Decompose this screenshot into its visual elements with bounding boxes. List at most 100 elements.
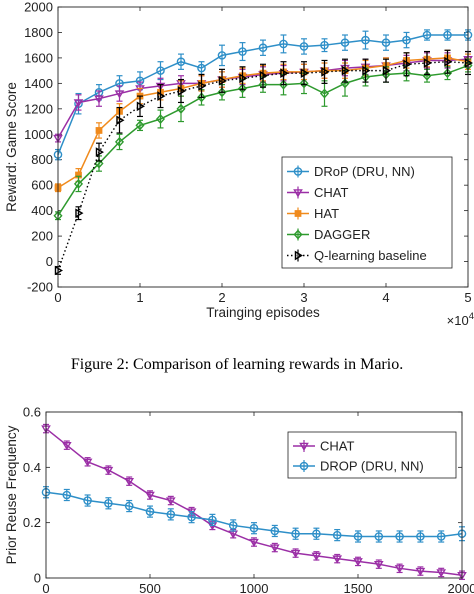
data-point [423, 58, 432, 68]
x-multiplier-exponent: 4 [469, 311, 474, 322]
legend-item-q-learning-baseline: Q-learning baseline [287, 248, 427, 263]
data-point [176, 103, 186, 114]
data-point [300, 68, 309, 79]
x-tick-label: 2000 [448, 581, 474, 594]
data-point [443, 30, 452, 40]
data-point [278, 79, 289, 90]
data-point [312, 529, 321, 539]
y-tick-label: 1400 [24, 76, 53, 91]
data-point [208, 515, 217, 525]
x-tick-label: 0 [42, 581, 49, 594]
data-point [116, 115, 125, 126]
data-point [94, 158, 104, 169]
x-tick-label: 1500 [344, 581, 373, 594]
data-point [249, 523, 259, 533]
data-point [145, 491, 155, 500]
data-point [403, 59, 412, 70]
data-point [155, 113, 166, 125]
y-tick-label: 0.6 [23, 405, 41, 420]
y-axis-label: Prior Reuse Frequency [4, 425, 19, 564]
data-point [155, 82, 166, 91]
data-point [464, 58, 473, 68]
data-point [394, 565, 405, 574]
legend-marker [294, 250, 303, 261]
data-point [61, 441, 72, 451]
data-point [104, 498, 113, 508]
legend: CHAT DROP (DRU, NN) [287, 431, 457, 479]
data-point [381, 38, 391, 47]
data-point [157, 91, 166, 101]
legend-label: HAT [314, 206, 339, 221]
y-tick-label: 2000 [24, 0, 53, 15]
data-point [103, 466, 114, 476]
data-point [444, 56, 453, 67]
data-point [73, 99, 84, 108]
figure-caption: Figure 2: Comparison of learning rewards… [70, 356, 404, 373]
data-point [291, 529, 300, 539]
y-tick-label: -200 [27, 280, 53, 295]
data-point [177, 86, 186, 96]
data-point [124, 501, 134, 511]
data-point [320, 40, 329, 50]
data-point [237, 83, 248, 94]
data-point [258, 43, 268, 53]
legend-item-chat: CHAT [293, 439, 354, 454]
legend: DRoP (DRU, NN) CHAT HAT DAGGER Q-learning ba… [281, 156, 453, 269]
data-point [402, 35, 411, 45]
data-point [319, 88, 330, 99]
data-point [395, 532, 404, 541]
data-point [135, 120, 145, 131]
data-point [228, 521, 238, 530]
legend-box [281, 156, 453, 269]
data-point [341, 65, 350, 76]
data-point [83, 496, 92, 505]
data-point [75, 208, 84, 219]
x-axis-label: Trainging episodes [206, 305, 320, 320]
legend-item-hat: HAT [287, 206, 339, 221]
x-tick-label: 500 [139, 581, 161, 594]
data-point [436, 532, 446, 541]
data-point [415, 567, 426, 577]
legend-marker [299, 461, 309, 471]
legend-label: DRoP (DRU, NN) [314, 164, 415, 179]
data-point [332, 530, 342, 540]
x-tick-label: 1 [136, 290, 143, 305]
data-point [197, 63, 206, 73]
data-point [280, 68, 289, 79]
data-point [422, 30, 432, 40]
data-point [136, 101, 145, 112]
y-axis-label: Reward: Game Score [4, 82, 19, 212]
data-point [239, 73, 248, 84]
legend-marker [293, 229, 303, 240]
data-point [416, 532, 425, 541]
legend-item-drop-dru-nn: DROP (DRU, NN) [293, 459, 424, 474]
data-point [156, 66, 165, 75]
data-point [95, 127, 103, 134]
data-point [299, 42, 309, 51]
data-point [196, 92, 207, 103]
data-point [62, 490, 72, 500]
data-point [114, 90, 125, 99]
series-line [57, 61, 469, 271]
data-point [259, 70, 268, 81]
data-point [165, 497, 176, 506]
data-point [82, 458, 93, 467]
legend-marker [294, 210, 302, 217]
data-point [176, 57, 186, 67]
data-point [382, 65, 391, 76]
legend-marker [293, 167, 303, 176]
data-point [270, 526, 280, 536]
legend-label: CHAT [320, 439, 354, 454]
data-point [166, 510, 176, 519]
axes-box [57, 6, 469, 288]
legend-item-chat: CHAT [287, 185, 348, 200]
y-tick-label: 400 [31, 203, 53, 218]
data-point [442, 68, 453, 79]
data-point [353, 558, 363, 567]
x-tick-label: 0 [54, 290, 61, 305]
data-point [54, 265, 63, 276]
x-multiplier-base: ×10 [447, 313, 469, 328]
y-tick-label: 0 [34, 571, 41, 586]
data-point [279, 39, 288, 49]
